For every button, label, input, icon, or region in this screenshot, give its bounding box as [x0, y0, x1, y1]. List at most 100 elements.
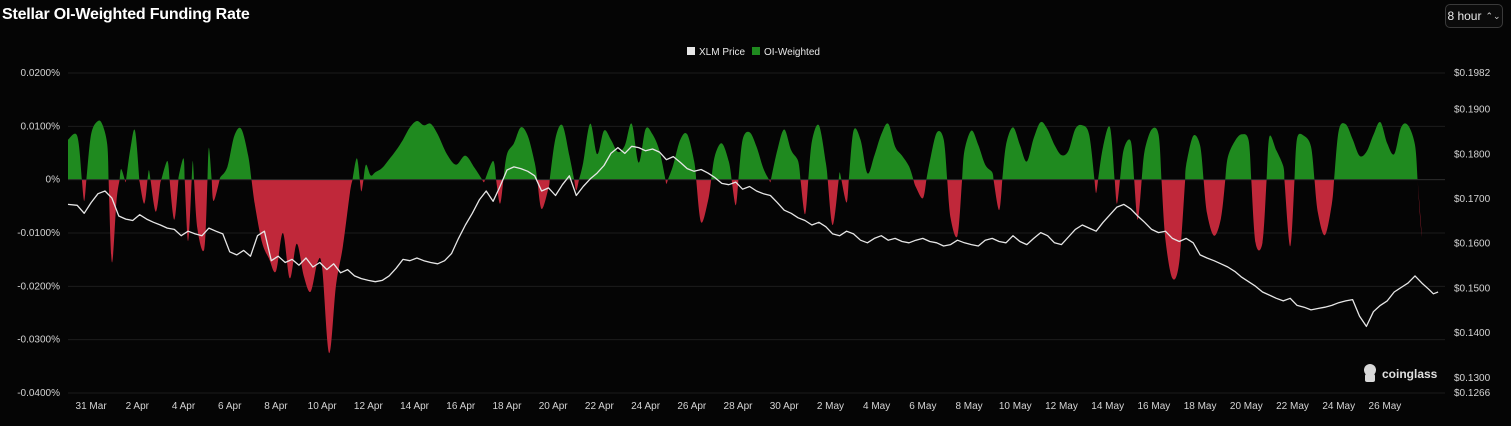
x-axis-tick-label: 30 Apr: [770, 401, 800, 412]
x-axis-tick-label: 12 May: [1045, 401, 1078, 412]
funding-area-negative: [211, 179, 220, 201]
funding-area-positive: [1098, 126, 1115, 180]
x-axis-tick-label: 31 Mar: [76, 401, 108, 412]
funding-area-positive: [738, 131, 769, 180]
funding-area-positive: [808, 124, 828, 180]
funding-area-positive: [161, 161, 170, 180]
left-axis-tick-label: 0.0200%: [21, 68, 61, 79]
funding-area-negative: [1251, 179, 1267, 251]
funding-area-negative: [81, 179, 87, 201]
funding-area-negative: [496, 179, 504, 204]
interval-select-label: 8 hour: [1447, 9, 1482, 23]
funding-area-positive: [191, 161, 194, 180]
funding-area-negative: [482, 179, 485, 183]
funding-area-negative: [1134, 179, 1142, 220]
funding-area-negative: [1417, 179, 1422, 238]
right-axis-labels: $0.1982 $0.1900 $0.1800 $0.1700 $0.1600 $0.15…: [1454, 68, 1491, 399]
funding-area-negative: [913, 179, 927, 199]
right-axis-tick-label: $0.1600: [1454, 239, 1491, 250]
funding-area-negative: [184, 179, 192, 241]
funding-area-positive: [711, 143, 732, 180]
funding-area-positive: [119, 169, 125, 180]
funding-area-positive: [667, 132, 697, 180]
funding-area-positive: [770, 129, 801, 180]
x-axis-tick-label: 12 Apr: [354, 401, 384, 412]
funding-area-negative: [665, 179, 668, 184]
funding-area-negative: [1284, 179, 1295, 247]
x-axis-tick-label: 20 May: [1230, 401, 1263, 412]
x-axis-tick-label: 4 Apr: [172, 401, 196, 412]
x-axis-tick-label: 28 Apr: [724, 401, 754, 412]
funding-area-negative: [731, 179, 739, 206]
left-axis-tick-label: 0%: [46, 175, 61, 186]
right-axis-tick-label: $0.1900: [1454, 105, 1491, 116]
funding-area-positive: [207, 147, 212, 180]
funding-area-positive: [178, 158, 185, 180]
funding-area-negative: [124, 179, 127, 183]
funding-area-negative: [696, 179, 712, 223]
funding-area-positive: [147, 170, 151, 180]
legend-swatch-oi: [752, 47, 760, 55]
funding-area-positive: [838, 172, 842, 180]
right-axis-tick-label: $0.1266: [1454, 388, 1491, 399]
x-axis-tick-label: 22 Apr: [585, 401, 615, 412]
funding-area-positive: [962, 130, 994, 180]
funding-area-positive: [549, 124, 575, 180]
funding-area-negative: [993, 179, 1003, 211]
funding-area-negative: [1114, 179, 1120, 204]
x-axis-labels: 31 Mar 2 Apr 4 Apr 6 Apr 8 Apr 10 Apr 12 Apr 14…: [76, 401, 1402, 412]
funding-area-positive: [848, 123, 914, 180]
x-axis-tick-label: 16 May: [1137, 401, 1170, 412]
brand-watermark: coinglass: [1364, 364, 1438, 382]
funding-area-negative: [251, 179, 353, 354]
x-axis-tick-label: 18 May: [1184, 401, 1217, 412]
funding-area-negative: [359, 179, 364, 192]
right-axis-tick-label: $0.1300: [1454, 373, 1491, 384]
funding-area-positive: [1334, 121, 1418, 180]
right-axis-tick-label: $0.1400: [1454, 328, 1491, 339]
funding-area-positive: [1120, 139, 1135, 180]
x-axis-tick-label: 2 May: [817, 401, 844, 412]
funding-area-positive: [86, 120, 109, 180]
funding-area-positive: [503, 127, 538, 180]
funding-area-positive: [1002, 121, 1095, 180]
page-title: Stellar OI-Weighted Funding Rate: [2, 6, 250, 23]
funding-area-negative: [827, 179, 839, 225]
x-axis-tick-label: 6 May: [909, 401, 936, 412]
funding-area-positive: [219, 127, 252, 180]
right-axis-tick-label: $0.1500: [1454, 283, 1491, 294]
funding-area-positive: [1185, 134, 1204, 180]
funding-area-negative: [574, 179, 579, 191]
legend[interactable]: XLM Price OI-Weighted: [687, 47, 820, 58]
price-line: [67, 145, 1439, 328]
legend-label-price: XLM Price: [699, 47, 746, 58]
left-axis-tick-label: -0.0400%: [17, 388, 60, 399]
price-line-layer: [67, 145, 1439, 328]
x-axis-tick-label: 6 Apr: [218, 401, 242, 412]
x-axis-tick-label: 24 Apr: [631, 401, 661, 412]
funding-area-negative: [1314, 179, 1335, 236]
left-axis-labels: 0.0200% 0.0100% 0% -0.0100% -0.0200% -0.0300%…: [17, 68, 60, 399]
x-axis-tick-label: 24 May: [1322, 401, 1355, 412]
legend-label-oi: OI-Weighted: [764, 47, 820, 58]
legend-swatch-price: [687, 47, 695, 55]
funding-area-negative: [1094, 179, 1099, 193]
funding-area-layer: [68, 120, 1422, 354]
interval-select[interactable]: 8 hour ⌃⌄: [1445, 4, 1503, 28]
funding-area-positive: [126, 129, 140, 180]
funding-area-negative: [800, 179, 809, 215]
funding-area-positive: [68, 133, 82, 180]
funding-area-negative: [841, 179, 849, 203]
x-axis-tick-label: 10 May: [999, 401, 1032, 412]
right-axis-tick-label: $0.1982: [1454, 68, 1491, 79]
x-axis-tick-label: 10 Apr: [308, 401, 338, 412]
funding-area-negative: [139, 179, 148, 204]
funding-area-positive: [1294, 133, 1315, 180]
funding-area-negative: [769, 179, 771, 183]
funding-area-positive: [1266, 135, 1285, 180]
x-axis-tick-label: 22 May: [1276, 401, 1309, 412]
x-axis-tick-label: 26 May: [1369, 401, 1402, 412]
funding-area-positive: [1141, 127, 1162, 180]
funding-area-positive: [485, 161, 497, 180]
right-axis-tick-label: $0.1800: [1454, 149, 1491, 160]
